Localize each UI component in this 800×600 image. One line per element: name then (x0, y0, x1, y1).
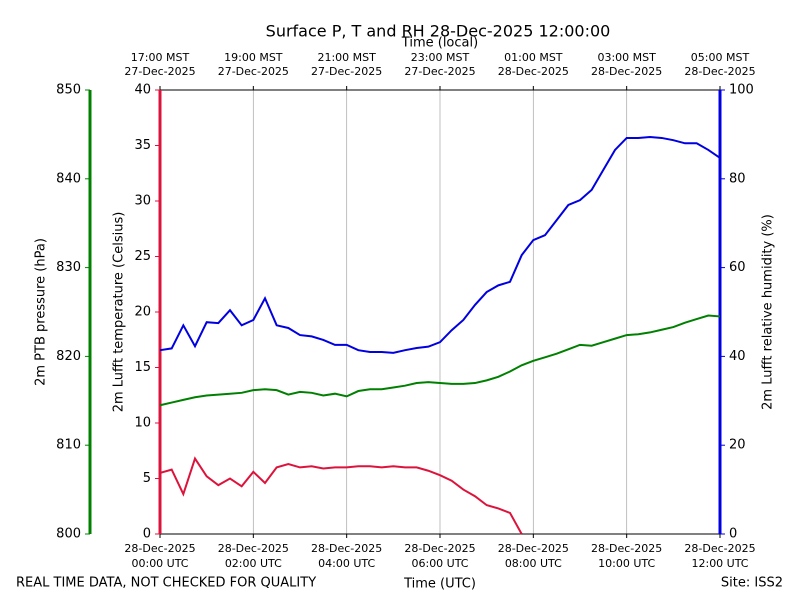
y-tick-label: 0 (143, 527, 151, 542)
x2-tick-label: 19:00 MST 27-Dec-2025 (218, 51, 289, 78)
footer-note: REAL TIME DATA, NOT CHECKED FOR QUALITY (16, 576, 316, 591)
y-tick-label: 0 (729, 527, 737, 542)
x-tick-label: 28-Dec-2025 06:00 UTC (404, 542, 475, 570)
y-axis-label: 2m Lufft relative humidity (%) (761, 214, 776, 410)
y-tick-label: 35 (134, 138, 151, 153)
x-tick-label: 28-Dec-2025 04:00 UTC (311, 542, 382, 570)
data-line (159, 456, 523, 535)
y-tick-label: 850 (56, 83, 81, 98)
x2-tick-label: 03:00 MST 28-Dec-2025 (591, 51, 662, 78)
y-tick-label: 5 (143, 471, 151, 486)
x-tick-label: 28-Dec-2025 10:00 UTC (591, 542, 662, 570)
x2-axis-label: Time (local) (401, 36, 478, 51)
x2-tick-label: 23:00 MST 27-Dec-2025 (404, 51, 475, 78)
y-tick-label: 820 (56, 349, 81, 364)
x2-tick-label: 01:00 MST 28-Dec-2025 (498, 51, 569, 78)
x2-tick-label: 21:00 MST 27-Dec-2025 (311, 51, 382, 78)
data-line (159, 136, 721, 354)
y-tick-label: 10 (134, 416, 151, 431)
y-tick-label: 40 (729, 349, 746, 364)
x-tick-label: 28-Dec-2025 08:00 UTC (498, 542, 569, 570)
x-tick-label: 28-Dec-2025 02:00 UTC (218, 542, 289, 570)
y-tick-label: 40 (134, 83, 151, 98)
footer-site: Site: ISS2 (721, 576, 783, 591)
y-tick-label: 100 (729, 83, 754, 98)
y-tick-label: 15 (134, 360, 151, 375)
y-axis-label: 2m PTB pressure (hPa) (34, 238, 49, 386)
x-axis-label: Time (UTC) (403, 577, 476, 592)
y-tick-label: 60 (729, 260, 746, 275)
y-tick-label: 840 (56, 171, 81, 186)
y-tick-label: 810 (56, 438, 81, 453)
y-tick-label: 830 (56, 260, 81, 275)
chart-title: Surface P, T and RH 28-Dec-2025 12:00:00 (266, 22, 611, 41)
x-tick-label: 28-Dec-2025 12:00 UTC (684, 542, 755, 570)
y-tick-label: 20 (134, 305, 151, 320)
x2-tick-label: 05:00 MST 28-Dec-2025 (684, 51, 755, 78)
x2-tick-label: 17:00 MST 27-Dec-2025 (124, 51, 195, 78)
y-tick-label: 80 (729, 171, 746, 186)
y-tick-label: 800 (56, 527, 81, 542)
x-tick-label: 28-Dec-2025 00:00 UTC (124, 542, 195, 570)
y-tick-label: 25 (134, 249, 151, 264)
data-line (159, 314, 721, 407)
y-tick-label: 30 (134, 194, 151, 209)
y-axis-label: 2m Lufft temperature (Celsius) (112, 212, 127, 413)
y-tick-label: 20 (729, 438, 746, 453)
